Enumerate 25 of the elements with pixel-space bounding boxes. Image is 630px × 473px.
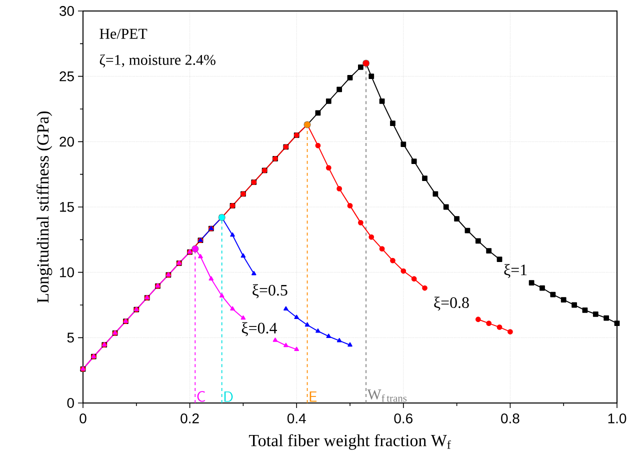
x-tick-label: 0.8 (501, 413, 520, 424)
ref-line-label: $\mathsf{D}$ (224, 391, 233, 402)
y-tick-label: 0 (67, 398, 74, 408)
y-tick-label: 5 (67, 332, 74, 343)
y-tick-label: 25 (60, 71, 74, 82)
ref-line-label: $\mathsf{C}$ (197, 391, 205, 402)
x-tick-label: 0.6 (394, 413, 412, 424)
y-tick-label: 10 (60, 267, 74, 278)
series-label: ξ=1 (504, 264, 527, 278)
x-axis-title: Total fiber weight fraction W$_{f}$ (248, 434, 451, 450)
x-tick-label: 0.2 (180, 413, 199, 424)
series-label: ξ=0.8 (434, 296, 469, 311)
x-tick-label: 1.0 (608, 413, 626, 424)
series-label: ξ=0.4 (242, 322, 277, 336)
y-tick-label: 15 (60, 202, 74, 212)
y-axis-title: Longitudinal stiffness (GPa) (36, 111, 52, 303)
annotation: ζ=1, moisture 2.4% (100, 54, 216, 68)
series-label: ξ=0.5 (252, 284, 288, 298)
x-tick-label: 0 (80, 413, 86, 424)
annotation: He/PET (100, 28, 148, 39)
y-tick-label: 30 (60, 6, 74, 16)
x-tick-label: 0.4 (287, 413, 306, 424)
ref-line-label: $\mathsf{E}$ (310, 391, 317, 402)
ref-line-label: $\mathrm{W}_{\mathrm{f\,trans}}$ (367, 389, 407, 402)
y-tick-label: 20 (60, 136, 74, 147)
